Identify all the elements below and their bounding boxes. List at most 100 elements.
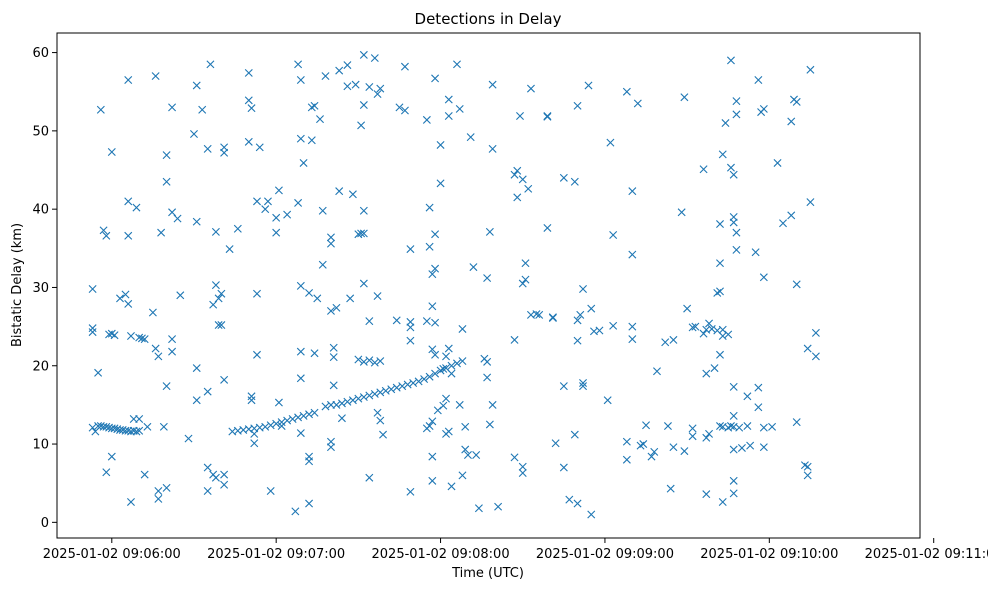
x-axis: 2025-01-02 09:06:00 2025-01-02 09:07:00 20… — [43, 538, 988, 562]
data-point — [433, 406, 442, 415]
y-tick-label: 40 — [32, 203, 49, 218]
data-point — [379, 430, 388, 439]
data-point — [329, 353, 338, 362]
data-point — [132, 427, 141, 436]
data-point — [688, 432, 697, 441]
data-point — [666, 484, 675, 493]
data-point — [373, 408, 382, 417]
data-point — [318, 206, 327, 215]
data-point — [718, 497, 727, 506]
data-point — [746, 441, 755, 450]
data-point — [148, 308, 157, 317]
data-point — [699, 329, 708, 338]
data-point — [532, 310, 541, 319]
data-point — [650, 447, 659, 456]
data-point — [431, 318, 440, 327]
data-point — [442, 394, 451, 403]
data-point — [483, 373, 492, 382]
data-point — [277, 422, 286, 431]
data-point — [603, 396, 612, 405]
data-point — [718, 150, 727, 159]
data-point — [622, 87, 631, 96]
data-point — [244, 96, 253, 105]
data-point — [220, 375, 229, 384]
data-point — [642, 421, 651, 430]
data-point — [283, 210, 292, 219]
data-point — [431, 369, 440, 378]
data-point — [296, 75, 305, 84]
data-point — [272, 419, 281, 428]
data-point — [250, 439, 259, 448]
data-point — [453, 359, 461, 368]
data-point — [365, 391, 374, 400]
data-point — [633, 99, 642, 108]
data-point — [135, 333, 144, 342]
chart-title: Detections in Delay — [415, 10, 562, 28]
data-point — [787, 117, 796, 126]
y-tick-label: 60 — [32, 46, 49, 61]
data-point — [351, 80, 360, 89]
data-point — [326, 306, 335, 315]
data-point — [559, 382, 568, 391]
data-point — [792, 280, 801, 289]
data-point — [524, 184, 533, 193]
data-point — [735, 423, 744, 432]
data-point — [233, 224, 242, 233]
data-point — [513, 166, 522, 175]
data-point — [346, 294, 355, 303]
data-point — [343, 397, 352, 406]
data-point — [726, 56, 735, 65]
data-point — [154, 487, 163, 496]
data-point — [705, 429, 714, 438]
data-point — [551, 439, 560, 448]
data-point — [198, 105, 207, 114]
data-point — [94, 368, 103, 377]
data-point — [387, 385, 396, 394]
data-point — [521, 275, 530, 284]
data-point — [168, 103, 177, 112]
data-point — [513, 193, 522, 202]
data-point — [743, 392, 752, 401]
data-point — [759, 443, 768, 452]
data-point — [444, 427, 453, 436]
data-point — [431, 230, 440, 239]
data-point — [699, 165, 708, 174]
data-point — [787, 211, 796, 220]
data-point — [518, 279, 527, 288]
data-point — [606, 138, 615, 147]
data-point — [463, 451, 472, 459]
data-point — [677, 208, 686, 217]
x-tick-label: 2025-01-02 09:07:00 — [207, 547, 345, 562]
data-point — [184, 434, 193, 443]
data-point — [392, 316, 401, 325]
data-point — [688, 323, 697, 332]
data-point — [376, 416, 385, 425]
data-point — [157, 228, 166, 237]
data-point — [609, 231, 618, 239]
data-point — [661, 338, 670, 347]
data-point — [579, 382, 588, 391]
data-point — [365, 473, 374, 482]
y-tick-label: 10 — [32, 438, 49, 453]
data-point — [354, 355, 363, 364]
data-point — [296, 347, 305, 356]
data-point — [474, 504, 483, 513]
data-point — [548, 314, 557, 322]
data-point — [669, 335, 678, 344]
data-point — [565, 495, 574, 504]
data-point — [409, 378, 418, 387]
data-point — [436, 140, 445, 149]
data-point — [217, 289, 226, 298]
x-tick-label: 2025-01-02 09:09:00 — [536, 547, 674, 562]
data-point — [332, 400, 341, 409]
data-point — [579, 378, 588, 387]
data-point — [436, 179, 445, 188]
data-point — [639, 440, 648, 449]
data-point — [332, 303, 341, 312]
data-point — [313, 294, 322, 303]
data-point — [102, 468, 111, 477]
data-point — [729, 476, 738, 485]
data-point — [116, 294, 125, 303]
